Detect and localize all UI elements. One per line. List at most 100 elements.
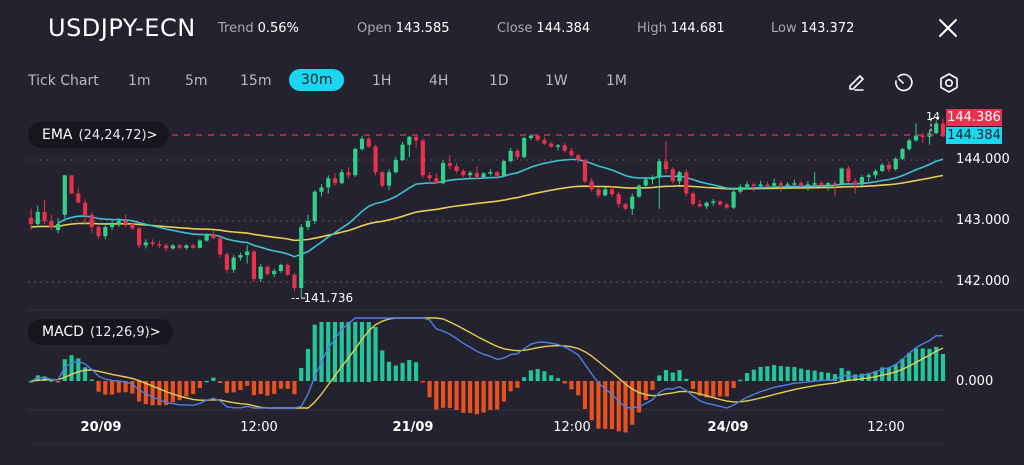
tab-1m-month[interactable]: 1M [606, 73, 627, 89]
macd-histogram-bar [420, 381, 425, 383]
candle-body [49, 221, 54, 228]
stat-trend: Trend 0.56% [218, 21, 299, 36]
candle-body [339, 172, 344, 184]
macd-histogram-bar [76, 358, 81, 381]
ema-indicator-pill[interactable]: EMA (24,24,72)> [28, 122, 170, 148]
tab-1m[interactable]: 1m [128, 73, 151, 89]
macd-histogram-bar [826, 372, 831, 381]
candle-body [677, 172, 682, 182]
candle-body [461, 170, 466, 176]
timer-button[interactable] [892, 72, 914, 94]
x-tick: 21/09 [392, 420, 434, 435]
macd-histogram-bar [292, 381, 297, 395]
candle-body [934, 123, 939, 134]
macd-histogram-bar [515, 381, 520, 388]
macd-histogram-bar [42, 376, 47, 381]
macd-histogram-bar [353, 322, 358, 382]
tab-1h[interactable]: 1H [372, 73, 392, 89]
x-tick: 24/09 [707, 420, 749, 435]
candle-body [785, 184, 790, 186]
candle-body [292, 274, 297, 289]
candle-body [96, 227, 101, 237]
candle-body [434, 178, 439, 184]
macd-histogram-bar [839, 368, 844, 381]
high-marker [930, 118, 939, 133]
settings-hexagon-icon [940, 73, 958, 93]
candle-body [231, 257, 236, 270]
macd-histogram-bar [805, 369, 810, 381]
macd-histogram-bar [305, 348, 311, 381]
macd-histogram-bar [28, 381, 34, 383]
macd-histogram-bar [245, 381, 250, 386]
tab-1w[interactable]: 1W [545, 73, 568, 89]
candle-body [170, 245, 175, 249]
draw-button[interactable] [846, 72, 868, 94]
macd-histogram-bar [238, 381, 243, 390]
tab-15m[interactable]: 15m [240, 73, 272, 89]
candle-body [603, 189, 608, 196]
macd-histogram-bar [474, 381, 479, 415]
candle-body [826, 183, 831, 185]
candle-body [380, 172, 385, 186]
macd-histogram-bar [468, 381, 473, 413]
candle-body [940, 123, 946, 137]
candle-body [596, 189, 601, 196]
candle-body [184, 245, 189, 248]
candle-body [650, 177, 655, 180]
candle-body [893, 158, 898, 170]
macd-histogram-bar [413, 362, 419, 381]
candle-body [305, 221, 311, 228]
stat-close: Close 144.384 [497, 21, 591, 36]
candle-body [413, 136, 419, 141]
candle-body [278, 264, 284, 272]
tab-tick-chart[interactable]: Tick Chart [28, 73, 99, 89]
macd-histogram-bar [109, 381, 115, 395]
candle-body [35, 211, 40, 225]
macd-histogram-bar [738, 379, 743, 382]
macd-histogram-bar [69, 355, 74, 381]
macd-histogram-bar [893, 364, 898, 381]
candle-body [738, 186, 743, 192]
macd-histogram-bar [170, 381, 175, 403]
macd-histogram-bar [312, 324, 317, 381]
tab-1d[interactable]: 1D [489, 73, 509, 89]
candle-body [373, 146, 378, 173]
macd-histogram-bar [103, 381, 108, 395]
macd-histogram-bar [211, 377, 216, 381]
candle-body [69, 175, 74, 194]
x-tick: 12:00 [240, 420, 278, 435]
candle-body [792, 183, 797, 185]
macd-histogram-bar [204, 380, 209, 383]
macd-histogram-bar [920, 348, 925, 381]
macd-histogram-bar [49, 380, 54, 382]
macd-histogram-bar [332, 322, 338, 382]
macd-histogram-bar [285, 381, 290, 389]
macd-histogram-bar [657, 375, 662, 381]
tab-4h[interactable]: 4H [429, 73, 449, 89]
macd-histogram-bar [373, 326, 378, 381]
candle-body [643, 179, 648, 186]
ema-slow-line [30, 174, 944, 242]
candle-body [238, 255, 243, 258]
macd-histogram-bar [346, 322, 351, 382]
candle-body [299, 227, 304, 289]
settings-button[interactable] [938, 72, 960, 94]
candle-body [420, 140, 425, 176]
candlesticks [28, 118, 946, 299]
macd-histogram-bar [589, 381, 594, 421]
candle-body [143, 242, 148, 246]
macd-histogram-bar [386, 361, 392, 381]
macd-histogram-bar [697, 381, 702, 396]
x-tick: 12:00 [553, 420, 591, 435]
grid-lines [28, 159, 1024, 445]
macd-histogram-bar [96, 381, 101, 392]
close-button[interactable] [936, 16, 960, 40]
y-tick: 142.000 [956, 274, 1010, 289]
candle-body [319, 187, 324, 192]
macd-histogram-bar [366, 322, 371, 382]
tab-30m[interactable]: 30m [289, 69, 345, 91]
macd-indicator-pill[interactable]: MACD (12,26,9)> [28, 319, 173, 345]
macd-histogram-bar [535, 369, 540, 381]
tab-5m[interactable]: 5m [185, 73, 208, 89]
